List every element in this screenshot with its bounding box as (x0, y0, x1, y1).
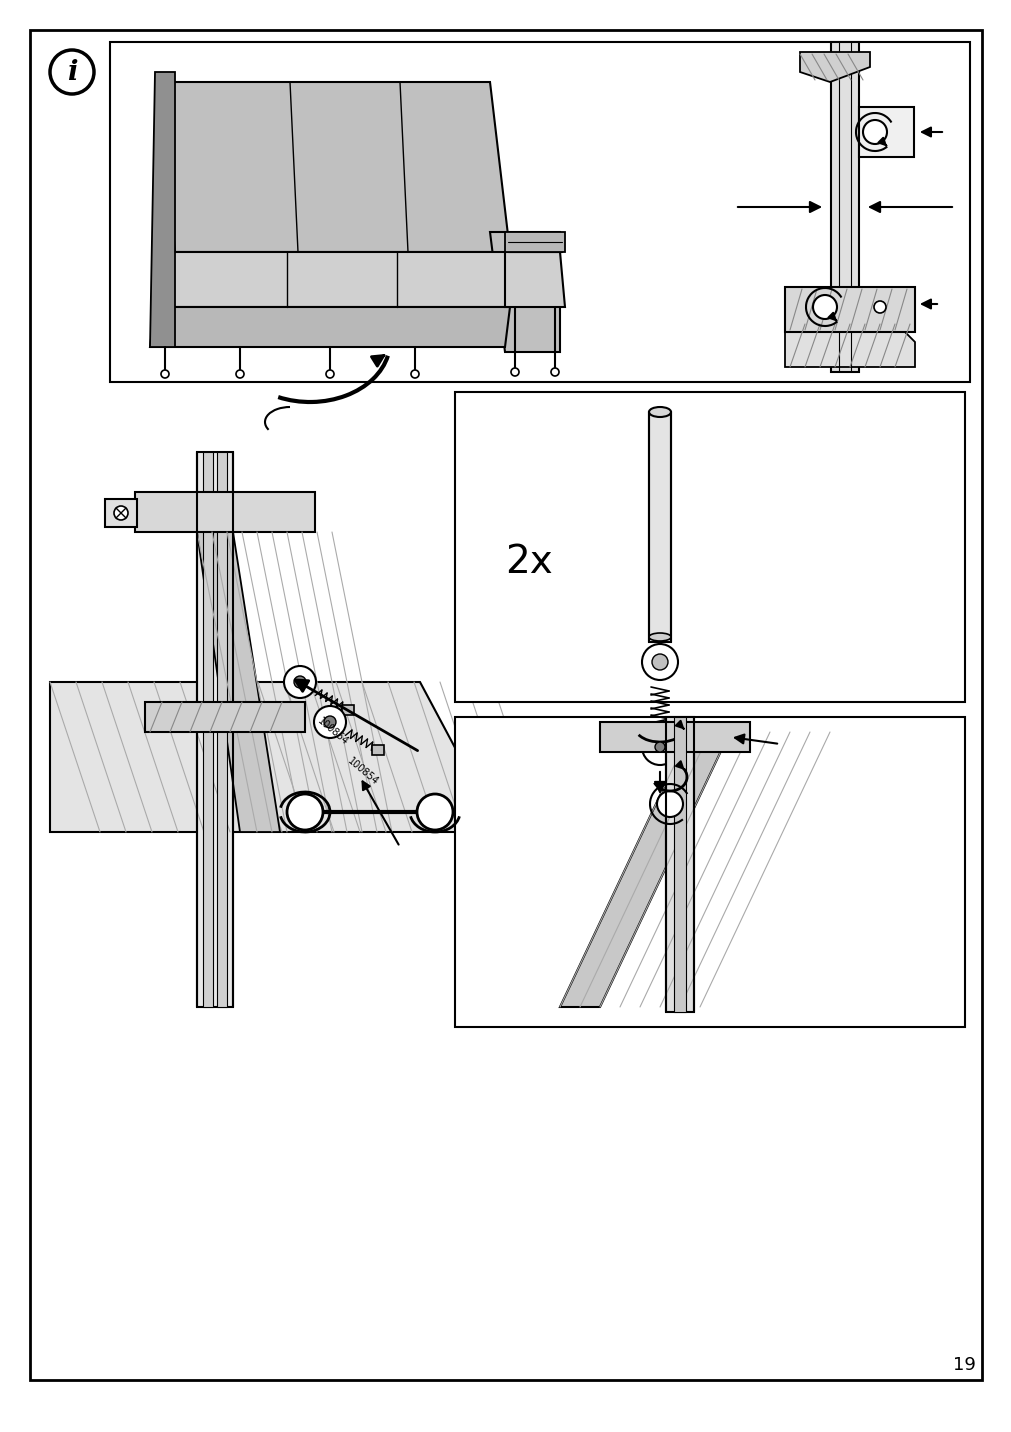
Bar (216, 453, 226, 1007)
Bar (455, 717, 964, 1027)
Circle shape (50, 50, 94, 95)
Polygon shape (160, 82, 510, 252)
Bar (110, 42, 969, 382)
Polygon shape (50, 682, 499, 832)
Circle shape (862, 120, 886, 145)
Bar (858, 107, 913, 158)
Text: 2x: 2x (504, 543, 552, 581)
Circle shape (313, 706, 346, 737)
Text: 19: 19 (952, 1356, 975, 1373)
Bar (371, 745, 383, 755)
Circle shape (114, 505, 127, 520)
Circle shape (812, 295, 836, 319)
Bar (145, 702, 304, 732)
Circle shape (641, 644, 677, 680)
Circle shape (326, 369, 334, 378)
Text: 100854: 100854 (315, 716, 350, 748)
Bar (830, 42, 858, 372)
Circle shape (417, 793, 453, 831)
Polygon shape (155, 252, 510, 306)
Polygon shape (800, 52, 869, 82)
Circle shape (284, 666, 315, 697)
Text: i: i (67, 59, 77, 86)
Circle shape (324, 716, 336, 727)
Text: 100854: 100854 (345, 756, 380, 788)
Ellipse shape (648, 407, 670, 417)
Circle shape (236, 369, 244, 378)
Polygon shape (785, 322, 914, 367)
Polygon shape (504, 252, 564, 306)
Polygon shape (504, 232, 564, 252)
Polygon shape (197, 533, 280, 832)
Circle shape (654, 742, 664, 752)
Circle shape (161, 369, 169, 378)
Polygon shape (489, 232, 559, 352)
Bar (197, 453, 233, 1007)
Bar (600, 722, 749, 752)
Ellipse shape (648, 633, 670, 642)
Bar (648, 412, 670, 642)
Polygon shape (150, 306, 510, 347)
Circle shape (656, 790, 682, 818)
Circle shape (651, 654, 667, 670)
Bar (203, 453, 212, 1007)
Bar (673, 717, 685, 1012)
Circle shape (410, 369, 419, 378)
Bar (342, 705, 353, 715)
Polygon shape (150, 72, 175, 347)
Bar (785, 286, 914, 332)
Circle shape (287, 793, 323, 831)
Bar (455, 392, 964, 702)
Circle shape (641, 729, 677, 765)
Bar (665, 717, 694, 1012)
Polygon shape (559, 732, 729, 1007)
Circle shape (874, 301, 885, 314)
Bar (105, 498, 136, 527)
Bar (134, 493, 314, 533)
Circle shape (294, 676, 305, 687)
Circle shape (550, 368, 558, 377)
Circle shape (511, 368, 519, 377)
